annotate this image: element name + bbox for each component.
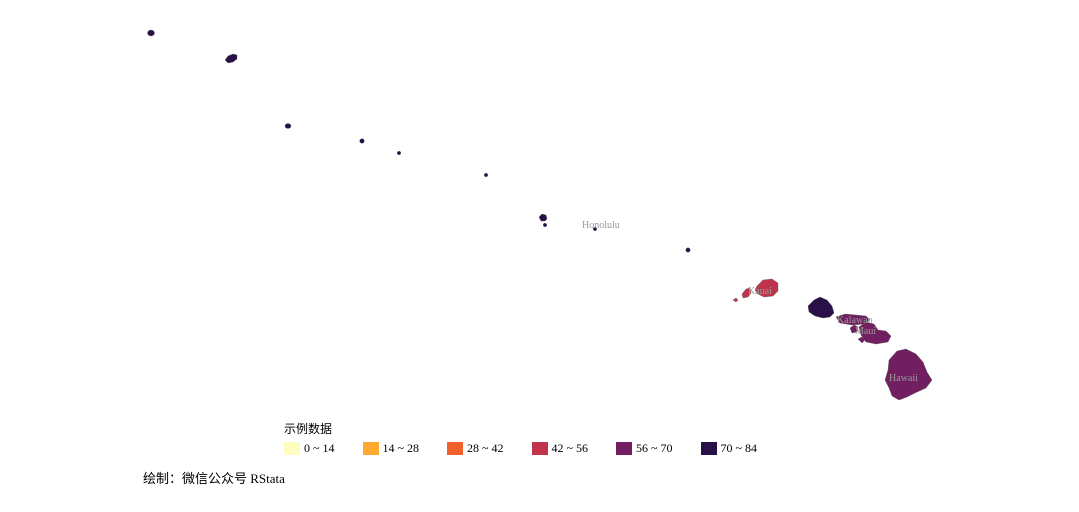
island-small-a bbox=[543, 222, 548, 227]
legend-item: 56 ~ 70 bbox=[616, 441, 673, 456]
main-islands bbox=[732, 278, 933, 401]
legend-label: 56 ~ 70 bbox=[636, 441, 673, 455]
label-kalawao: Kalawao bbox=[837, 315, 873, 326]
legend-label: 0 ~ 14 bbox=[304, 441, 335, 455]
label-hawaii: Hawaii bbox=[889, 373, 918, 384]
island-kure bbox=[147, 29, 155, 37]
legend-swatch bbox=[284, 442, 300, 455]
island-niihau bbox=[732, 297, 739, 303]
label-kauai: Kauai bbox=[748, 286, 772, 297]
northwestern-islands bbox=[147, 29, 691, 253]
island-gardner bbox=[359, 138, 365, 144]
legend-label: 14 ~ 28 bbox=[382, 441, 420, 455]
label-maui: Maui bbox=[855, 326, 876, 337]
legend-swatch bbox=[531, 442, 548, 455]
legend-swatch bbox=[616, 442, 632, 455]
island-small-b bbox=[685, 247, 691, 253]
legend: 示例数据 0 ~ 14 14 ~ 28 28 ~ 42 42 ~ 56 56 ~… bbox=[284, 420, 785, 456]
legend-item: 14 ~ 28 bbox=[362, 441, 420, 456]
legend-swatch bbox=[447, 442, 463, 455]
island-honolulu-point bbox=[593, 226, 598, 231]
legend-label: 28 ~ 42 bbox=[467, 441, 504, 455]
island-midway bbox=[224, 53, 238, 64]
island-kauai-west bbox=[741, 287, 752, 299]
island-lanai bbox=[849, 324, 859, 334]
legend-label: 70 ~ 84 bbox=[720, 441, 758, 455]
county-labels: Honolulu Kauai Kalawao Maui Hawaii bbox=[582, 220, 918, 384]
legend-label: 42 ~ 56 bbox=[551, 441, 589, 455]
legend-items: 0 ~ 14 14 ~ 28 28 ~ 42 42 ~ 56 56 ~ 70 7… bbox=[284, 441, 785, 456]
island-nihoa-group bbox=[538, 213, 548, 222]
legend-swatch bbox=[362, 442, 379, 455]
legend-item: 28 ~ 42 bbox=[447, 441, 504, 456]
island-kahoolawe bbox=[857, 336, 866, 344]
legend-title: 示例数据 bbox=[284, 422, 333, 436]
legend-item: 42 ~ 56 bbox=[531, 441, 589, 456]
island-necker bbox=[484, 172, 489, 177]
legend-item: 70 ~ 84 bbox=[700, 441, 758, 456]
island-laysan bbox=[284, 123, 292, 129]
caption: 绘制：微信公众号 RStata bbox=[143, 471, 285, 486]
legend-swatch bbox=[700, 442, 717, 455]
island-french-frigate bbox=[397, 150, 402, 155]
island-molokai bbox=[835, 313, 871, 326]
island-kauai bbox=[754, 278, 779, 298]
legend-item: 0 ~ 14 bbox=[284, 441, 335, 456]
island-oahu bbox=[807, 296, 835, 319]
label-honolulu: Honolulu bbox=[582, 220, 620, 231]
island-hawaii bbox=[884, 348, 933, 401]
